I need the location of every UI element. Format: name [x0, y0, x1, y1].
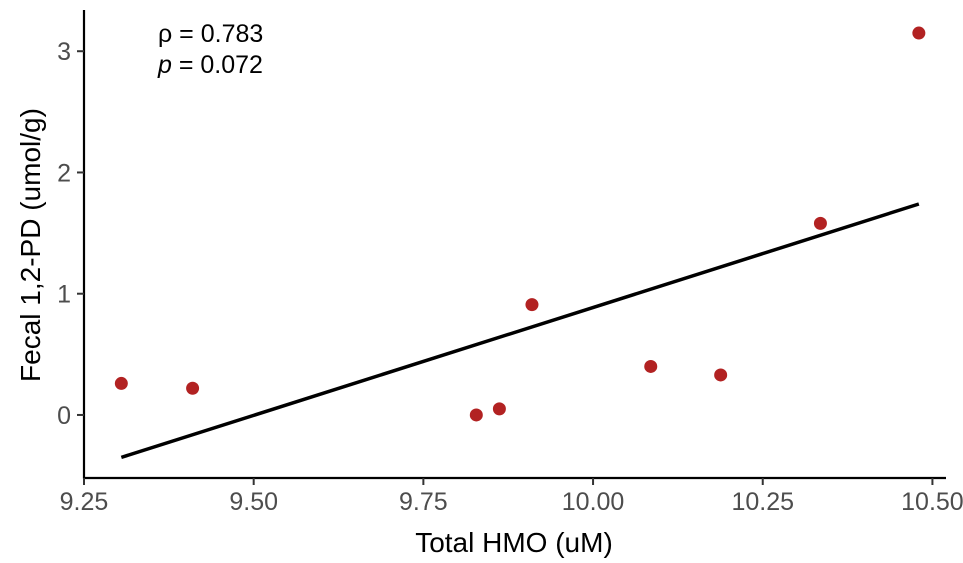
y-axis-title: Fecal 1,2-PD (umol/g): [15, 108, 46, 382]
data-point: [912, 26, 926, 40]
data-point: [492, 402, 506, 416]
rho-annotation: ρ = 0.783: [158, 20, 263, 48]
data-point: [186, 381, 200, 395]
x-tick-label: 10.00: [562, 488, 625, 516]
data-point: [813, 216, 827, 230]
x-tick-label: 9.50: [229, 488, 278, 516]
data-point: [469, 408, 483, 422]
y-tick-label: 3: [57, 38, 71, 66]
regression-line-group: [120, 202, 920, 460]
data-points: [114, 26, 926, 422]
y-tick-label: 0: [57, 402, 71, 430]
data-point: [644, 359, 658, 373]
x-tick-label: 10.25: [731, 488, 794, 516]
tick-labels: 9.25 9.50 9.75 10.00 10.25 10.50 0 1 2 3: [57, 38, 963, 516]
tick-marks: [77, 50, 934, 485]
y-tick-label: 2: [57, 159, 71, 187]
data-point: [114, 376, 128, 390]
x-tick-label: 9.25: [60, 488, 109, 516]
x-tick-label: 9.75: [399, 488, 448, 516]
axes: [82, 10, 946, 480]
regression-line: [120, 202, 920, 460]
data-point: [525, 298, 539, 312]
y-tick-label: 1: [57, 281, 71, 309]
x-tick-label: 10.50: [901, 488, 963, 516]
x-axis-title: Total HMO (uM): [415, 527, 613, 558]
data-point: [714, 368, 728, 382]
p-value-annotation: p = 0.072: [157, 51, 263, 79]
